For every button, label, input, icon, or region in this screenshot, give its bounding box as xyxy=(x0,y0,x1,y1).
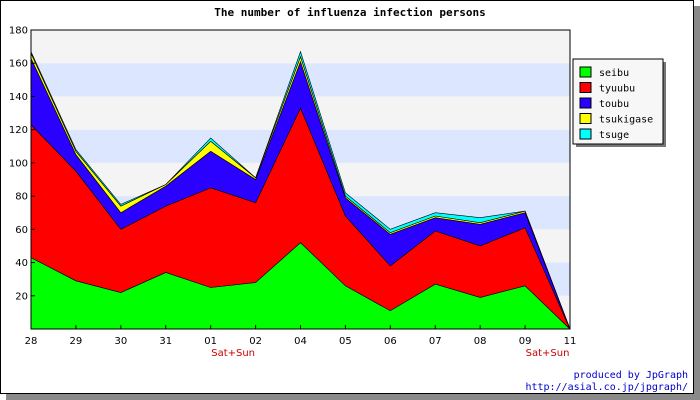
chart-title: The number of influenza infection person… xyxy=(214,6,486,19)
x-tick-label: 29 xyxy=(70,336,83,347)
legend-label-tsuge: tsuge xyxy=(599,130,629,141)
credit-line-1: produced by JpGraph xyxy=(574,370,688,381)
x-tick-label: 05 xyxy=(339,336,352,347)
legend-swatch-tsuge xyxy=(579,128,592,140)
y-tick-label: 120 xyxy=(9,125,28,136)
x-note-label: Sat+Sun xyxy=(211,348,255,359)
x-tick-label: 06 xyxy=(384,336,397,347)
legend-label-seibu: seibu xyxy=(599,68,629,79)
x-tick-label: 02 xyxy=(249,336,262,347)
y-tick-label: 100 xyxy=(9,158,28,169)
y-tick-label: 160 xyxy=(9,59,28,70)
y-tick-label: 40 xyxy=(15,258,28,269)
x-tick-label: 01 xyxy=(204,336,217,347)
x-tick-label: 28 xyxy=(25,336,38,347)
legend-swatch-toubu xyxy=(579,97,592,109)
x-tick-label: 11 xyxy=(564,336,577,347)
legend-label-tyuubu: tyuubu xyxy=(599,84,635,95)
credit-line-2[interactable]: http://asial.co.jp/jpgraph/ xyxy=(525,382,688,393)
x-tick-label: 09 xyxy=(519,336,532,347)
legend-swatch-seibu xyxy=(579,66,592,78)
y-tick-label: 20 xyxy=(15,291,28,302)
legend-label-toubu: toubu xyxy=(599,99,629,110)
y-tick-label: 140 xyxy=(9,92,28,103)
x-tick-label: 08 xyxy=(474,336,487,347)
legend-swatch-tyuubu xyxy=(579,82,592,93)
area-tsuge xyxy=(30,50,571,330)
x-tick-label: 31 xyxy=(159,336,172,347)
legend-label-tsukigase: tsukigase xyxy=(599,115,653,126)
legend: seibu tyuubu toubu tsukigase tsuge xyxy=(572,58,666,147)
x-note-label: Sat+Sun xyxy=(526,348,570,359)
x-tick-label: 07 xyxy=(429,336,442,347)
y-tick-label: 180 xyxy=(9,26,28,37)
y-tick-label: 80 xyxy=(15,192,28,203)
x-tick-label: 30 xyxy=(114,336,127,347)
y-tick-label: 60 xyxy=(15,225,28,236)
x-tick-label: 04 xyxy=(294,336,307,347)
legend-swatch-tsukigase xyxy=(579,113,592,124)
